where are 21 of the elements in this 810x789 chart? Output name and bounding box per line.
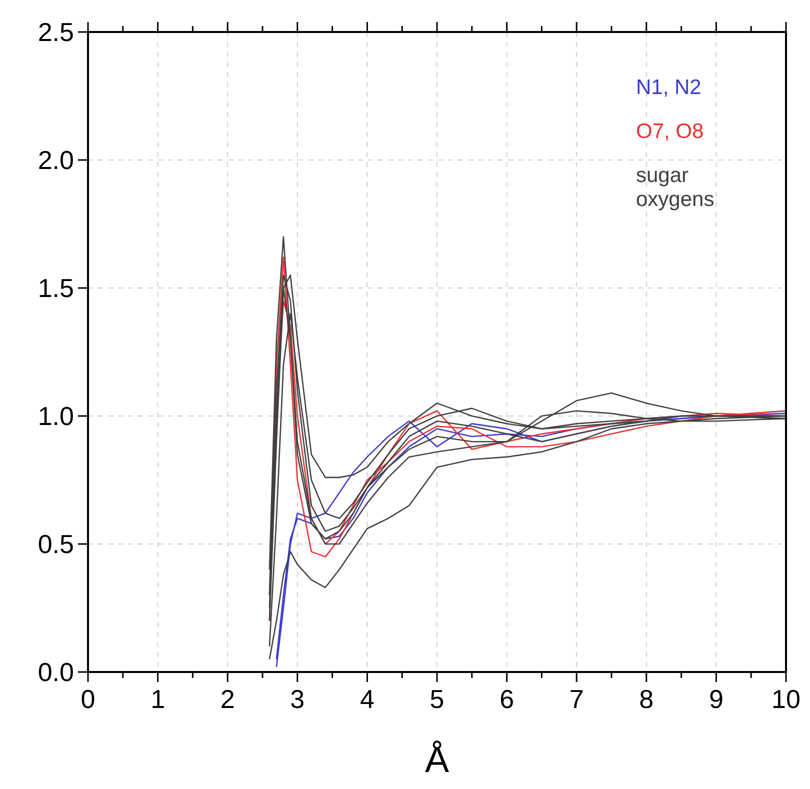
- x-tick-label: 6: [500, 684, 514, 714]
- y-tick-label: 2.0: [38, 145, 74, 175]
- x-tick-label: 7: [569, 684, 584, 714]
- text: N1, N2: [636, 76, 702, 99]
- x-tick-label: 9: [708, 684, 724, 714]
- y-tick-label: 0.5: [38, 529, 74, 559]
- y-tick-label: 1.0: [38, 401, 74, 431]
- x-tick-label: 2: [220, 684, 235, 714]
- x-tick-label: 3: [290, 684, 305, 714]
- text: sugar oxygens: [636, 164, 714, 211]
- x-tick-label: 4: [360, 684, 374, 714]
- x-tick-label: 1: [150, 684, 166, 714]
- y-tick-label: 0.0: [38, 657, 74, 687]
- text: O7, O8: [636, 120, 704, 143]
- y-tick-label: 2.5: [38, 17, 74, 47]
- x-tick-label: 8: [639, 684, 654, 714]
- y-tick-label: 1.5: [38, 273, 74, 303]
- x-axis-title: Å: [424, 739, 450, 780]
- x-tick-label: 10: [772, 684, 800, 714]
- x-tick-label: 0: [80, 684, 96, 714]
- x-tick-label: 5: [430, 684, 444, 714]
